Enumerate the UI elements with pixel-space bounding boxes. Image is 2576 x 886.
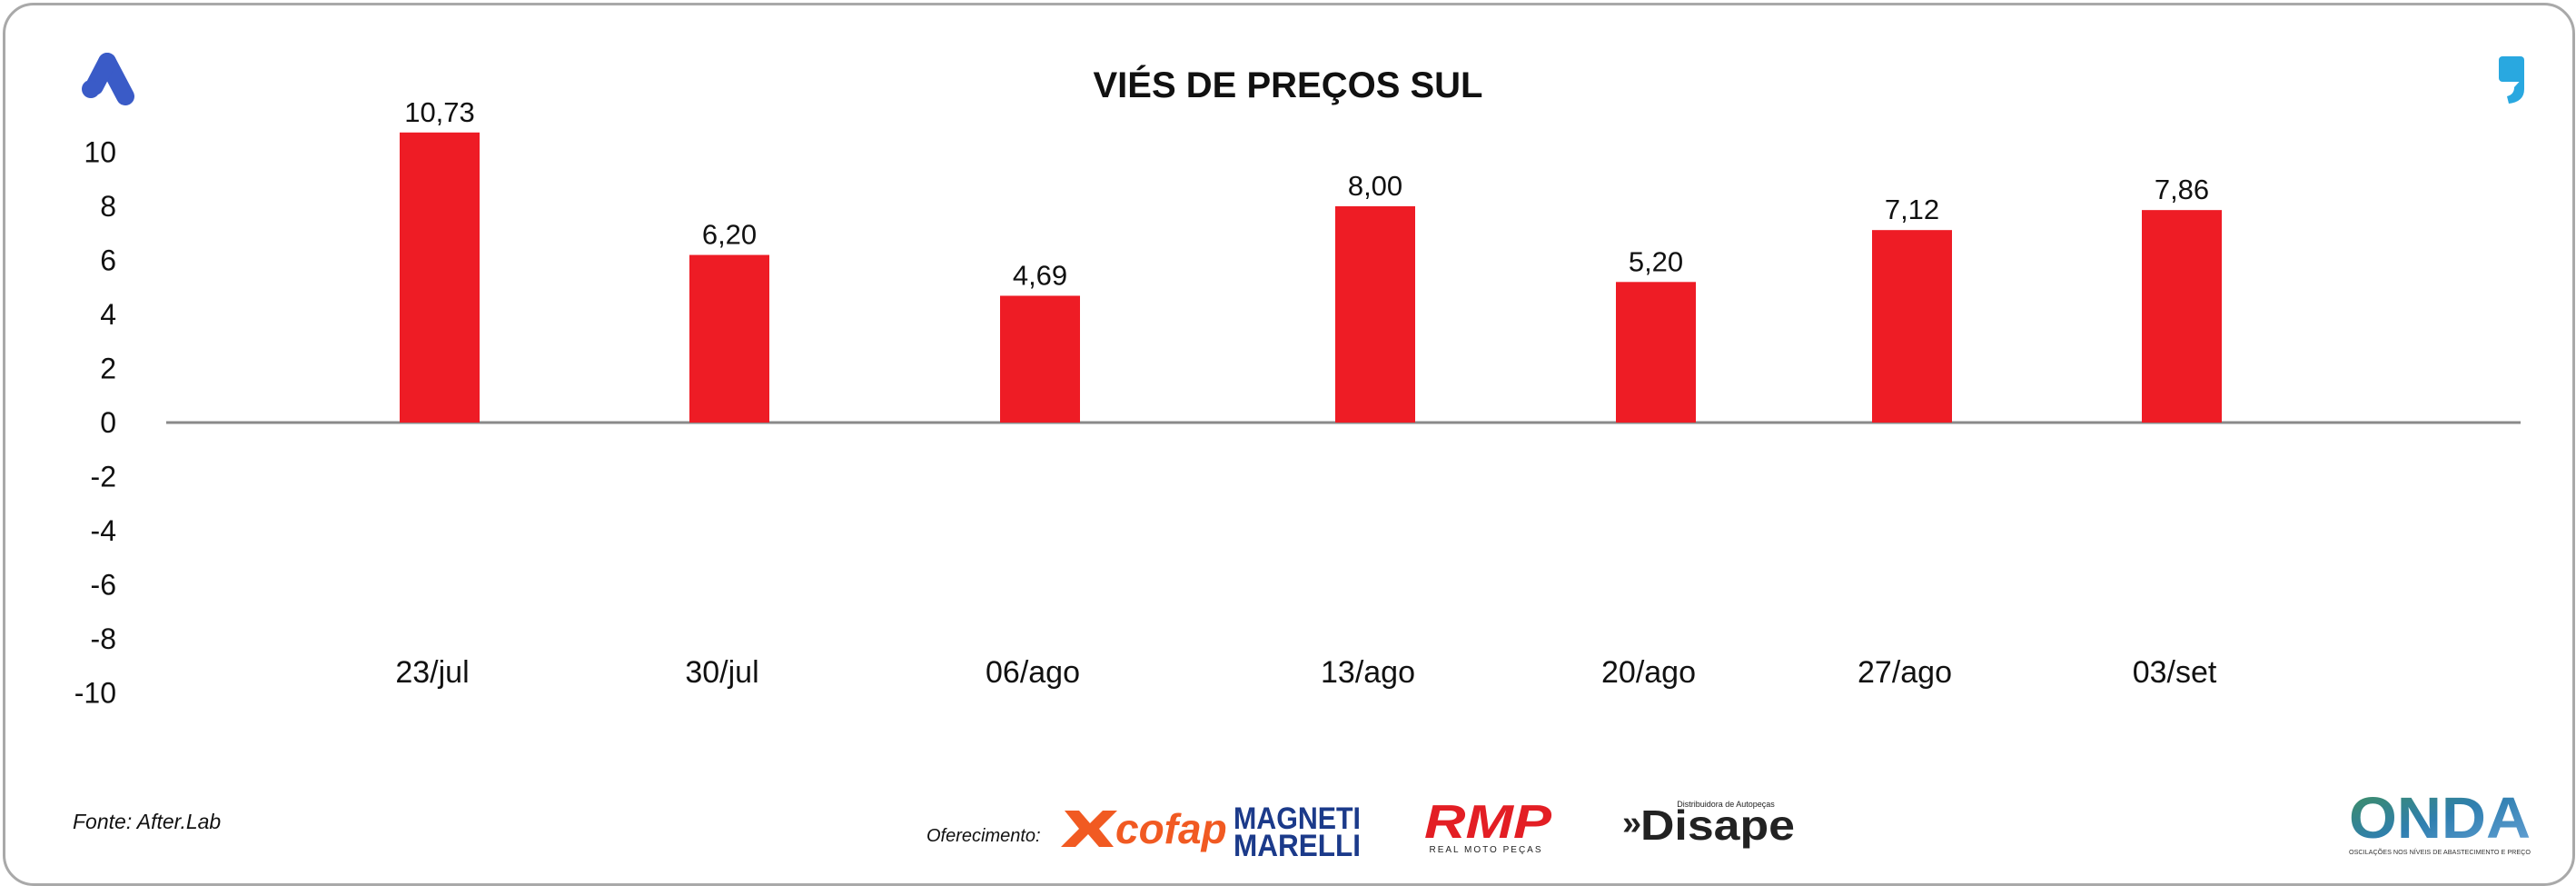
cofap-logo-text: cofap	[1115, 805, 1227, 852]
sponsor-label: Oferecimento:	[926, 826, 1041, 846]
comma-quote-icon	[2499, 56, 2524, 104]
bar	[1000, 295, 1080, 423]
y-tick-label: 4	[100, 298, 116, 331]
onda-logo: ONDA OSCILAÇÕES NOS NÍVEIS DE ABASTECIME…	[2349, 785, 2531, 856]
bar-value-label: 8,00	[1348, 170, 1402, 202]
bar	[689, 254, 769, 423]
disape-logo-subtext: Distribuidora de Autopeças	[1677, 800, 1775, 809]
brand-a-logo-icon	[82, 53, 134, 105]
bar	[1616, 282, 1696, 423]
x-tick-label: 03/set	[2133, 655, 2217, 690]
x-tick-label: 30/jul	[685, 655, 758, 690]
y-tick-label: 10	[84, 136, 116, 169]
y-tick-label: 0	[100, 406, 116, 439]
bar	[1872, 230, 1952, 423]
disape-logo-text: Disape	[1640, 801, 1795, 849]
rmp-logo-subtext: REAL MOTO PEÇAS	[1429, 845, 1542, 855]
bar-value-label: 5,20	[1629, 245, 1683, 277]
bar-value-label: 4,69	[1013, 259, 1067, 291]
rmp-logo: RMP REAL MOTO PEÇAS	[1424, 796, 1551, 855]
x-tick-label: 23/jul	[395, 655, 469, 690]
x-tick-label: 27/ago	[1858, 655, 1952, 690]
source-text: Fonte: After.Lab	[73, 810, 221, 833]
bar-value-label: 10,73	[404, 96, 475, 128]
data-labels: 10,73 6,20 4,69 8,00 5,20 7,12 7,86	[404, 96, 2209, 292]
disape-logo: » Disape Distribuidora de Autopeças	[1622, 800, 1795, 849]
bar-series	[400, 132, 2222, 423]
cofap-logo: cofap	[1061, 805, 1227, 852]
bar	[400, 132, 480, 423]
y-tick-label: 2	[100, 353, 116, 385]
x-axis-ticks: 23/jul 30/jul 06/ago 13/ago 20/ago 27/ago 03/s…	[395, 655, 2217, 690]
y-tick-label: -4	[91, 514, 116, 547]
svg-text:»: »	[1622, 804, 1641, 842]
bar-value-label: 7,12	[1885, 194, 1939, 225]
magneti-marelli-logo: MAGNETI MARELLI	[1234, 801, 1361, 863]
svg-text:MAGNETI: MAGNETI	[1234, 801, 1361, 836]
bar-value-label: 7,86	[2155, 174, 2209, 205]
svg-text:MARELLI: MARELLI	[1234, 829, 1361, 863]
bar	[2142, 210, 2222, 423]
y-tick-label: -8	[91, 622, 116, 655]
y-axis-ticks: 10 8 6 4 2 0 -2 -4 -6 -8 -10	[74, 136, 116, 710]
y-tick-label: -6	[91, 569, 116, 602]
x-tick-label: 06/ago	[986, 655, 1080, 690]
y-tick-label: -10	[74, 677, 116, 710]
onda-logo-subtext: OSCILAÇÕES NOS NÍVEIS DE ABASTECIMENTO E…	[2349, 848, 2531, 856]
rmp-logo-text: RMP	[1424, 796, 1551, 849]
bar	[1335, 206, 1415, 423]
chart-title: VIÉS DE PREÇOS SUL	[1094, 65, 1483, 105]
bar-value-label: 6,20	[702, 219, 757, 251]
x-tick-label: 13/ago	[1321, 655, 1415, 690]
y-tick-label: 6	[100, 244, 116, 277]
onda-logo-text: ONDA	[2349, 785, 2531, 851]
y-tick-label: 8	[100, 190, 116, 223]
x-tick-label: 20/ago	[1601, 655, 1696, 690]
y-tick-label: -2	[91, 461, 116, 493]
